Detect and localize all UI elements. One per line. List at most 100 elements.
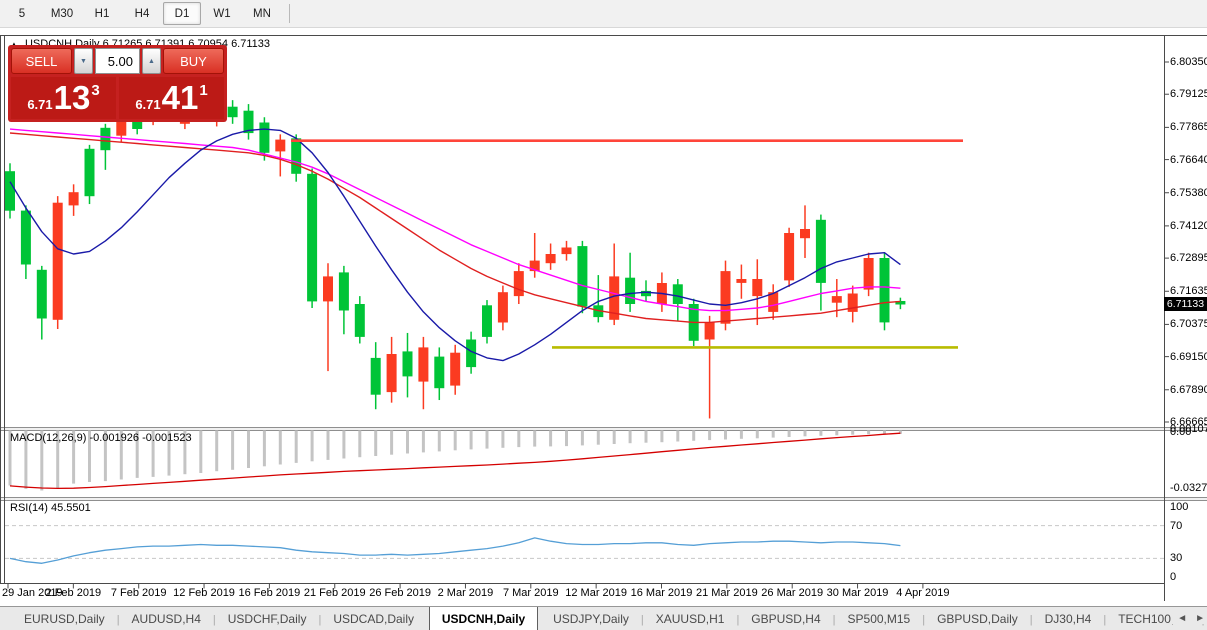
tab-separator: | [832,613,836,626]
volume-input[interactable] [95,48,140,74]
date-axis-label: 12 Mar 2019 [565,587,628,599]
pane-borders [0,35,1207,601]
candle-body [784,233,795,281]
tab-gbpusd[interactable]: GBPUSD,Daily [937,612,1018,626]
timeframe-button-d1[interactable]: D1 [163,2,201,25]
macd-signal-line [9,432,901,490]
timeframe-button-mn[interactable]: MN [253,7,271,20]
price-axis-label: 6.70375 [1170,318,1207,331]
candle-body [736,279,747,283]
candle-body [307,173,318,302]
candle-body [561,247,572,255]
tab-sp500[interactable]: SP500,M15 [847,612,911,626]
tab-usdchf[interactable]: USDCHF,Daily [227,612,307,626]
macd-axis-max-label: 0.001072 [1170,422,1207,435]
toolbar-separator [289,4,290,23]
collapse-triangle-icon[interactable]: ▲ [10,40,18,49]
candle-body [800,229,810,239]
candle-body [577,246,588,307]
candle-body [84,148,95,197]
candle-body [895,301,906,305]
candle-body [100,127,111,151]
sell-button[interactable]: SELL [11,48,72,74]
buy-button[interactable]: BUY [163,48,224,74]
price-axis-label: 6.72895 [1170,252,1207,265]
tab-xauusd[interactable]: XAUUSD,H1 [655,612,725,626]
chevron-up-icon: ▲ [148,57,155,65]
rsi-axis-label: 70 [1170,519,1183,532]
date-axis-label: 21 Mar 2019 [695,587,758,599]
candle-body [52,202,63,320]
tab-separator: | [212,613,216,626]
one-click-trade-panel: SELL ▼ ▲ BUY 6.71 13 3 6.71 41 1 [8,45,227,122]
candle-body [879,258,890,323]
buy-price-display[interactable]: 6.71 41 1 [119,77,224,119]
tab-scroll-left-icon[interactable]: ◄ [1177,613,1188,624]
candle-body [672,284,683,304]
candle-body [418,347,429,382]
rsi-axis-label: 0 [1170,571,1177,583]
candle-body [815,219,826,283]
price-axis-label: 6.75380 [1170,186,1207,199]
candle-body [513,271,524,297]
candle-body [36,269,47,319]
candle-body [625,277,636,304]
sell-price-display[interactable]: 6.71 13 3 [11,77,116,119]
tab-usdcad[interactable]: USDCAD,Daily [333,612,414,626]
tab-usdcnh[interactable]: USDCNH,Daily [428,607,539,630]
candle-body [434,356,445,389]
tab-scroll-right-icon[interactable]: ► [1195,613,1205,624]
buy-price-sup: 1 [199,81,208,99]
volume-increase-button[interactable]: ▲ [142,48,161,74]
volume-decrease-button[interactable]: ▼ [74,48,93,74]
macd-axis-min-label: -0.03279 [1170,482,1207,494]
price-axis-label: 6.69150 [1170,350,1207,363]
timeframe-button-h1[interactable]: H1 [94,7,110,20]
candle-body [609,276,620,320]
chevron-down-icon: ▼ [80,57,87,65]
candle-body [831,296,842,303]
candle-body [704,322,715,340]
candles-group [5,83,906,419]
price-axis-label: 6.67890 [1170,383,1207,396]
rsi-level-lines [5,525,1164,559]
price-axis-label: 6.79125 [1170,88,1207,101]
price-axis-label: 6.80350 [1170,56,1207,68]
candle-body [641,290,651,297]
candle-body [338,272,349,311]
tab-audusd[interactable]: AUDUSD,H4 [131,612,201,626]
timeframe-button-m30[interactable]: M30 [50,7,74,20]
tab-separator: | [318,613,322,626]
price-axis-label: 6.71635 [1170,285,1207,298]
buy-price-big: 41 [161,79,199,116]
sell-price-big: 13 [53,79,91,116]
tab-separator: | [116,613,120,626]
candle-body [450,352,461,386]
date-axis-label: 7 Mar 2019 [502,587,559,599]
date-axis-label: 4 Apr 2019 [896,587,950,599]
tab-eurusd[interactable]: EURUSD,Daily [24,612,105,626]
candle-body [275,139,286,152]
ma-fast-line [9,128,901,362]
timeframe-button-w1[interactable]: W1 [213,7,231,20]
timeframe-button-5[interactable]: 5 [18,7,26,20]
candle-body [720,271,731,324]
candle-body [863,258,874,290]
rsi-indicator-label: RSI(14) 45.5501 [10,502,91,514]
candle-body [370,357,381,395]
tab-gbpusd[interactable]: GBPUSD,H4 [751,612,821,626]
date-axis-label: 26 Mar 2019 [761,587,824,599]
candle-body [5,171,15,211]
candle-body [497,292,508,323]
tab-usdjpy[interactable]: USDJPY,Daily [553,612,629,626]
candle-body [386,354,397,393]
timeframe-button-h4[interactable]: H4 [134,7,150,20]
tab-dj30[interactable]: DJ30,H4 [1044,612,1092,626]
candle-body [847,293,858,312]
rsi-line [9,537,901,564]
tab-scroll-arrows: ◄ ► [1171,613,1205,624]
axis-ticks [7,61,1169,589]
date-axis-label: 7 Feb 2019 [110,587,167,599]
candle-body [354,304,365,337]
